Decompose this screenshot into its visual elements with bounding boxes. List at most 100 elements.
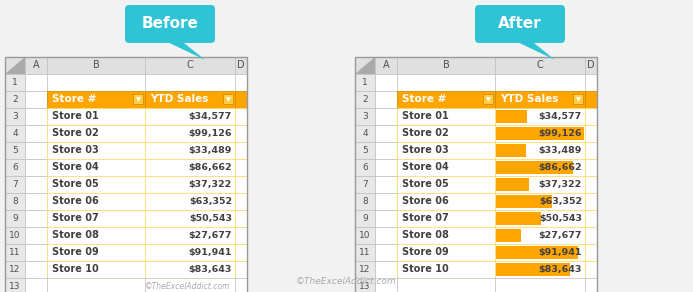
Bar (397, 74, 495, 91)
Text: $27,677: $27,677 (538, 231, 582, 240)
Bar (25, 74, 47, 91)
Bar (25, 91, 47, 108)
Text: Store 05: Store 05 (52, 179, 98, 189)
Bar (375, 261, 397, 278)
Bar (495, 74, 585, 91)
Bar (495, 159, 585, 176)
Bar (25, 227, 47, 244)
Bar (25, 57, 47, 74)
Text: 11: 11 (9, 248, 21, 257)
Text: Store 07: Store 07 (402, 213, 449, 223)
Text: C: C (536, 60, 543, 70)
Text: $34,577: $34,577 (188, 112, 232, 121)
Text: $50,543: $50,543 (539, 214, 582, 223)
Bar (496, 178, 529, 191)
Text: 9: 9 (362, 214, 368, 223)
Bar (375, 176, 397, 193)
Text: 4: 4 (362, 129, 368, 138)
Text: C: C (186, 60, 193, 70)
Bar (585, 227, 597, 244)
Bar (585, 108, 597, 125)
Bar (47, 108, 145, 125)
Polygon shape (355, 57, 375, 74)
Bar (5, 159, 25, 176)
Text: Store 09: Store 09 (52, 247, 98, 257)
Bar (585, 74, 597, 91)
Bar (585, 193, 597, 210)
Bar (47, 210, 145, 227)
Bar (375, 74, 397, 91)
Bar (47, 244, 145, 261)
Bar (355, 57, 597, 292)
Bar (375, 210, 397, 227)
Bar (235, 210, 247, 227)
Bar (5, 57, 247, 292)
Text: ▼: ▼ (226, 97, 230, 102)
FancyBboxPatch shape (475, 5, 565, 43)
Bar (145, 261, 235, 278)
Bar (5, 91, 25, 108)
Bar (585, 142, 597, 159)
Bar (47, 193, 145, 210)
Bar (355, 142, 375, 159)
Bar (145, 210, 235, 227)
Bar (375, 125, 397, 142)
Text: $99,126: $99,126 (188, 129, 232, 138)
Bar (235, 261, 247, 278)
Text: 2: 2 (362, 95, 368, 104)
Text: ©TheExcelAddict.com: ©TheExcelAddict.com (145, 282, 230, 291)
Text: $83,643: $83,643 (188, 265, 232, 274)
Bar (495, 57, 585, 74)
Text: B: B (443, 60, 449, 70)
Bar (355, 57, 375, 74)
Text: Store 08: Store 08 (402, 230, 449, 240)
Bar (397, 57, 495, 74)
Text: 5: 5 (362, 146, 368, 155)
Bar (5, 108, 25, 125)
Bar (25, 278, 47, 292)
Bar (585, 176, 597, 193)
Bar (47, 142, 145, 159)
Polygon shape (511, 39, 555, 60)
Bar (355, 210, 375, 227)
Bar (235, 278, 247, 292)
Text: 12: 12 (359, 265, 371, 274)
Bar (145, 244, 235, 261)
Bar (25, 159, 47, 176)
Bar (355, 227, 375, 244)
Text: ▼: ▼ (576, 97, 580, 102)
Bar (5, 142, 25, 159)
Bar (47, 176, 145, 193)
Bar (496, 195, 552, 208)
Bar (397, 91, 495, 108)
Bar (397, 227, 495, 244)
Bar (145, 91, 235, 108)
Bar (397, 108, 495, 125)
Bar (495, 176, 585, 193)
Bar (5, 57, 25, 74)
Bar (355, 74, 375, 91)
Bar (585, 244, 597, 261)
Bar (235, 57, 247, 74)
Text: Store 10: Store 10 (402, 264, 449, 274)
Text: 6: 6 (12, 163, 18, 172)
Bar (495, 91, 585, 108)
Text: Store 04: Store 04 (402, 162, 449, 172)
Text: Store 10: Store 10 (52, 264, 98, 274)
Bar (397, 125, 495, 142)
Bar (495, 142, 585, 159)
Text: B: B (93, 60, 99, 70)
Bar (145, 193, 235, 210)
Bar (495, 278, 585, 292)
Text: Store 04: Store 04 (52, 162, 98, 172)
Bar (585, 91, 597, 108)
Bar (47, 125, 145, 142)
Text: Store #: Store # (402, 94, 446, 105)
Bar (585, 261, 597, 278)
Text: 12: 12 (9, 265, 21, 274)
Text: 8: 8 (362, 197, 368, 206)
Bar (397, 244, 495, 261)
Text: Store #: Store # (52, 94, 96, 105)
Bar (355, 261, 375, 278)
Text: Store 06: Store 06 (52, 196, 98, 206)
